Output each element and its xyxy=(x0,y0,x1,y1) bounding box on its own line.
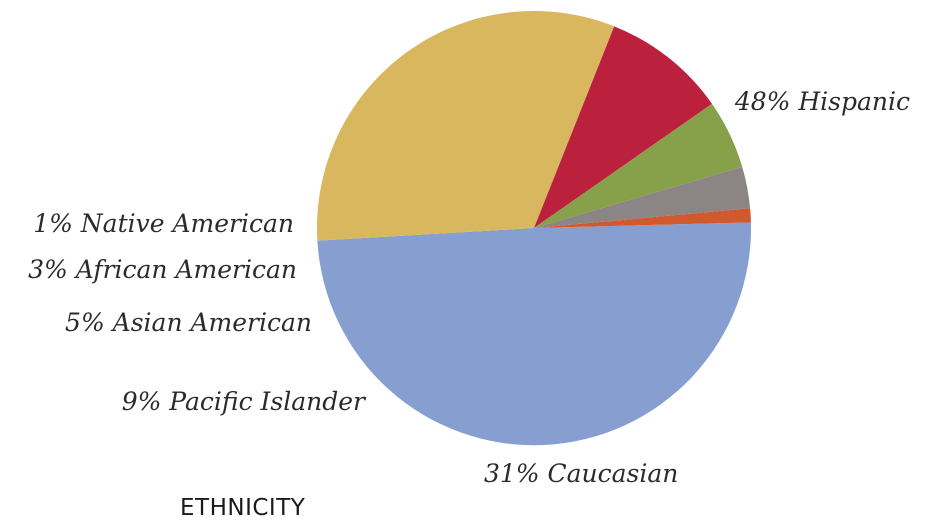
pie-label-asian-american: 5% Asian American xyxy=(65,308,312,337)
pie-labels: 48% Hispanic 31% Caucasian 9% Pacific Isla… xyxy=(28,87,910,488)
pie-slice-native-american xyxy=(534,208,751,228)
pie-label-native-american: 1% Native American xyxy=(33,209,294,238)
pie-label-hispanic: 48% Hispanic xyxy=(734,87,910,116)
pie-label-african-american: 3% African American xyxy=(28,255,297,284)
pie-slice-hispanic xyxy=(317,222,752,446)
chart-title: ETHNICITY xyxy=(180,495,306,521)
pie-slice-caucasian xyxy=(316,10,615,241)
pie-slice-asian-american xyxy=(534,103,743,228)
pie-slice-african-american xyxy=(534,166,751,228)
pie-slices xyxy=(316,10,752,446)
pie-label-caucasian: 31% Caucasian xyxy=(484,459,678,488)
pie-label-pacific-islander: 9% Pacific Islander xyxy=(122,387,367,416)
pie-slice-pacific-islander xyxy=(534,26,712,229)
